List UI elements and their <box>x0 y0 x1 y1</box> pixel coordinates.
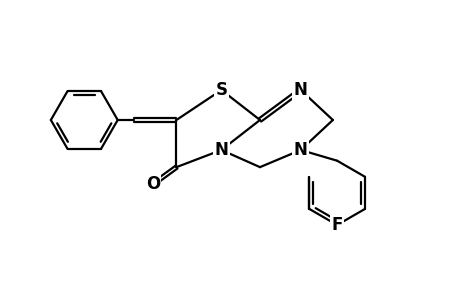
Text: O: O <box>146 175 160 193</box>
Text: S: S <box>215 81 227 99</box>
Text: N: N <box>293 141 307 159</box>
Text: N: N <box>293 81 307 99</box>
Text: N: N <box>214 141 228 159</box>
Text: F: F <box>331 216 342 234</box>
